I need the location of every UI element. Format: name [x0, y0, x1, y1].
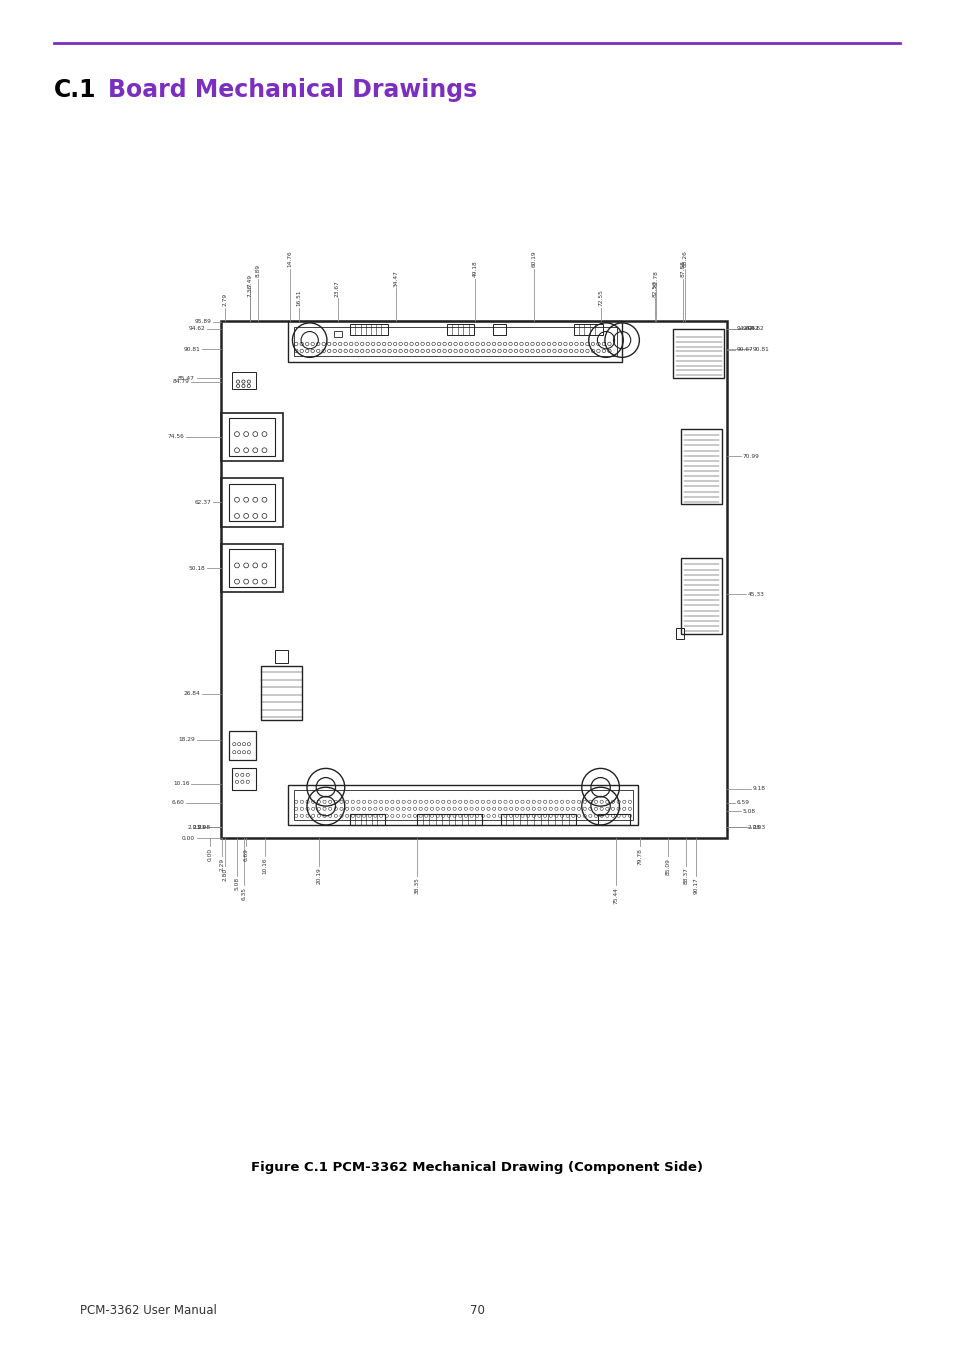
- Text: 38.35: 38.35: [414, 878, 418, 894]
- Text: 2.03: 2.03: [752, 825, 765, 830]
- Bar: [350, 324, 388, 335]
- Bar: [350, 814, 385, 825]
- Text: 5.08: 5.08: [741, 809, 755, 814]
- Text: 94.62: 94.62: [189, 327, 206, 331]
- Text: 2.29: 2.29: [219, 857, 225, 871]
- Bar: [220, 544, 282, 593]
- Bar: [261, 666, 301, 720]
- Text: 2.80: 2.80: [222, 868, 228, 880]
- Text: 95.89: 95.89: [194, 320, 211, 324]
- Text: 23.67: 23.67: [335, 279, 339, 297]
- Bar: [447, 324, 474, 335]
- Bar: [220, 478, 282, 526]
- Text: 34.47: 34.47: [393, 270, 397, 286]
- Bar: [334, 331, 342, 338]
- Text: 45.33: 45.33: [747, 591, 763, 597]
- Bar: [229, 483, 274, 521]
- Text: 90.67: 90.67: [736, 347, 753, 352]
- Text: C.1: C.1: [54, 78, 96, 103]
- Text: 20.19: 20.19: [316, 868, 321, 884]
- Bar: [500, 814, 576, 825]
- Text: 70: 70: [469, 1304, 484, 1316]
- Bar: [220, 321, 726, 838]
- Bar: [573, 324, 602, 335]
- Bar: [229, 730, 255, 760]
- Text: 10.16: 10.16: [262, 857, 267, 875]
- Text: 8.89: 8.89: [255, 265, 260, 277]
- Bar: [493, 324, 506, 335]
- Text: 88.26: 88.26: [682, 251, 687, 267]
- Text: 6.59: 6.59: [736, 801, 749, 806]
- Text: 2.08: 2.08: [747, 825, 760, 830]
- Bar: [274, 649, 288, 663]
- Text: 87.88: 87.88: [680, 261, 685, 277]
- Bar: [676, 628, 683, 639]
- Bar: [680, 559, 721, 633]
- Text: 82.78: 82.78: [653, 270, 658, 286]
- Text: 82.57: 82.57: [652, 279, 657, 297]
- Text: 90.81: 90.81: [183, 347, 200, 352]
- Bar: [417, 814, 481, 825]
- Bar: [232, 373, 255, 389]
- Text: 2.08: 2.08: [198, 825, 211, 830]
- Text: 85.47: 85.47: [178, 375, 194, 381]
- Text: 0.00: 0.00: [182, 836, 194, 841]
- Bar: [288, 784, 638, 825]
- Text: 6.60: 6.60: [172, 801, 184, 806]
- Bar: [294, 790, 632, 819]
- Text: 6.69: 6.69: [243, 848, 249, 861]
- Text: 72.55: 72.55: [598, 289, 602, 306]
- Text: 74.56: 74.56: [168, 435, 184, 439]
- Text: 5.08: 5.08: [234, 878, 239, 891]
- Bar: [220, 413, 282, 460]
- Text: 26.84: 26.84: [183, 691, 200, 697]
- Text: 6.35: 6.35: [241, 887, 247, 900]
- Text: 85.09: 85.09: [665, 857, 670, 875]
- Text: 9.18: 9.18: [752, 787, 765, 791]
- Bar: [598, 814, 630, 825]
- Text: Figure C.1 PCM-3362 Mechanical Drawing (Component Side): Figure C.1 PCM-3362 Mechanical Drawing (…: [251, 1161, 702, 1173]
- Bar: [680, 429, 721, 505]
- Text: 90.81: 90.81: [752, 347, 769, 352]
- Text: 88.37: 88.37: [683, 868, 688, 884]
- Bar: [229, 549, 274, 587]
- Text: 70.99: 70.99: [741, 454, 759, 459]
- Text: 2.03: 2.03: [187, 825, 200, 830]
- Text: Board Mechanical Drawings: Board Mechanical Drawings: [108, 78, 477, 103]
- Text: 79.78: 79.78: [637, 848, 641, 865]
- Text: 94.62: 94.62: [747, 327, 763, 331]
- Text: 2.03: 2.03: [193, 825, 206, 830]
- Text: 90.17: 90.17: [693, 878, 698, 894]
- Text: 94.62: 94.62: [736, 327, 753, 331]
- Text: PCM-3362 User Manual: PCM-3362 User Manual: [80, 1304, 216, 1316]
- Text: 10.16: 10.16: [172, 782, 190, 786]
- Text: 94.62: 94.62: [741, 327, 759, 331]
- Text: 50.18: 50.18: [189, 566, 206, 571]
- Text: 7.49: 7.49: [248, 274, 253, 286]
- Text: 16.51: 16.51: [296, 290, 301, 306]
- Text: 62.37: 62.37: [194, 500, 211, 505]
- Bar: [229, 418, 274, 456]
- Bar: [294, 327, 616, 356]
- Bar: [288, 321, 621, 362]
- Text: 49.18: 49.18: [472, 261, 476, 277]
- Text: 60.19: 60.19: [531, 251, 537, 267]
- Bar: [673, 329, 723, 378]
- Text: 18.29: 18.29: [178, 737, 194, 742]
- Text: 0.00: 0.00: [208, 848, 213, 861]
- Text: 75.44: 75.44: [614, 887, 618, 903]
- Text: 7.36: 7.36: [247, 284, 252, 297]
- Text: 84.79: 84.79: [172, 379, 190, 385]
- Bar: [232, 768, 255, 790]
- Text: 14.76: 14.76: [287, 251, 292, 267]
- Text: 2.79: 2.79: [222, 293, 228, 306]
